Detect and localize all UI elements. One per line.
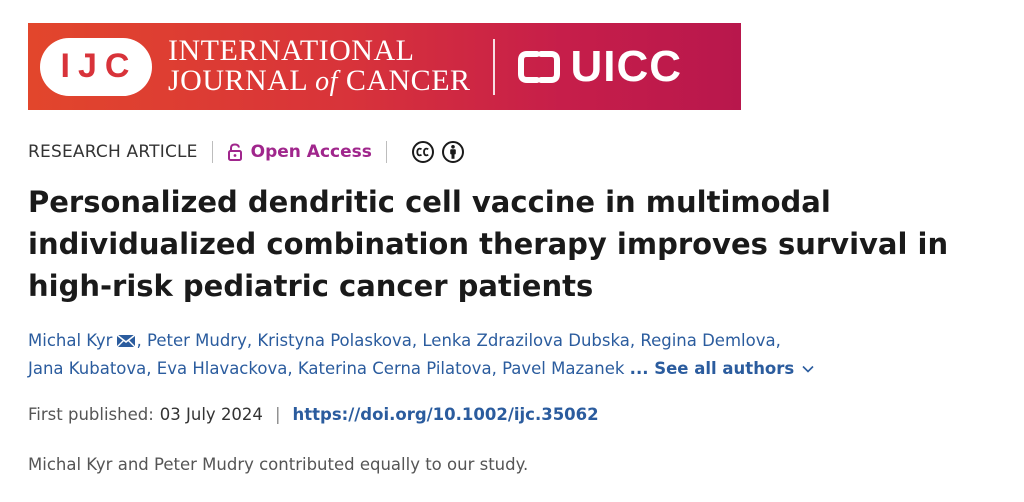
publication-info: First published: 03 July 2024 | https://…	[28, 405, 599, 424]
author-link[interactable]: Jana Kubatova	[28, 359, 147, 378]
uicc-logo: UICC	[517, 42, 683, 92]
banner-divider	[492, 38, 495, 95]
lock-open-icon	[227, 143, 242, 161]
creative-commons-icon	[411, 141, 434, 163]
author-link[interactable]: Regina Demlova	[640, 331, 776, 350]
meta-divider-2	[385, 141, 387, 163]
license-icons[interactable]	[411, 140, 471, 164]
first-published-label: First published:	[28, 405, 154, 424]
uicc-mark-icon	[517, 50, 561, 84]
author-link[interactable]: Kristyna Polaskova	[257, 331, 412, 350]
author-list: Michal Kyr , Peter Mudry, Kristyna Polas…	[28, 327, 908, 383]
open-access-badge[interactable]: Open Access	[227, 142, 372, 162]
author-link[interactable]: Peter Mudry	[146, 331, 247, 350]
article-meta-row: RESEARCH ARTICLE Open Access	[28, 139, 471, 165]
author-link[interactable]: Pavel Mazanek	[502, 359, 625, 378]
author-link[interactable]: Michal Kyr	[28, 331, 113, 350]
contribution-note: Michal Kyr and Peter Mudry contributed e…	[28, 455, 529, 474]
doi-link[interactable]: https://doi.org/10.1002/ijc.35062	[292, 405, 599, 424]
author-link[interactable]: Eva Hlavackova	[156, 359, 288, 378]
uicc-text: UICC	[570, 41, 683, 91]
publication-separator: |	[274, 405, 281, 424]
attribution-icon	[441, 141, 464, 163]
journal-name: INTERNATIONAL JOURNAL of CANCER	[168, 36, 471, 97]
email-icon[interactable]	[116, 334, 136, 348]
ijc-abbr: IJC	[60, 47, 138, 85]
article-title: Personalized dendritic cell vaccine in m…	[28, 185, 949, 303]
journal-banner[interactable]: IJC INTERNATIONAL JOURNAL of CANCER UICC	[28, 23, 741, 110]
see-all-authors-label: ... See all authors	[629, 359, 795, 378]
journal-name-line2: JOURNAL of CANCER	[168, 64, 471, 97]
journal-name-line1: INTERNATIONAL	[168, 34, 415, 67]
author-link[interactable]: Katerina Cerna Pilatova	[297, 359, 492, 378]
meta-divider	[211, 141, 213, 163]
first-published-date: 03 July 2024	[159, 405, 263, 424]
ijc-logo: IJC	[40, 37, 152, 96]
author-link[interactable]: Lenka Zdrazilova Dubska	[422, 331, 630, 350]
article-type: RESEARCH ARTICLE	[28, 142, 198, 162]
open-access-label: Open Access	[250, 142, 372, 162]
see-all-authors-button[interactable]: ... See all authors	[630, 359, 815, 378]
chevron-down-icon	[802, 365, 814, 373]
